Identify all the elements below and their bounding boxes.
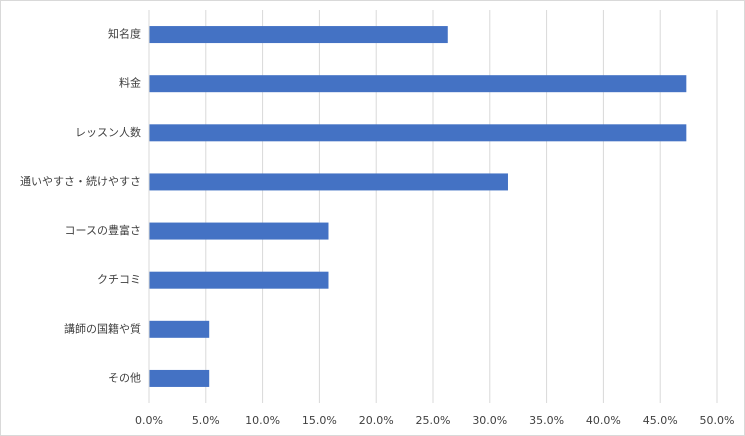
y-tick-label: その他 [108,371,141,384]
x-tick-label: 25.0% [416,414,451,427]
y-tick-label: 講師の国籍や質 [64,321,141,335]
bar [149,222,329,240]
bar [149,369,210,387]
x-tick-label: 10.0% [245,414,280,427]
y-tick-label: レッスン人数 [75,126,141,139]
y-tick-label: 知名度 [108,27,141,41]
x-tick-label: 40.0% [586,414,621,427]
y-tick-label: コースの豊富さ [65,223,141,237]
bar [149,173,508,191]
x-tick-label: 50.0% [700,414,735,427]
bar [149,271,329,289]
x-tick-label: 35.0% [529,414,564,427]
bar [149,75,687,93]
y-tick-label: 通いやすさ・続けやすさ [20,174,141,188]
x-tick-label: 45.0% [643,414,678,427]
bar [149,26,448,44]
y-tick-label: 料金 [119,76,141,90]
bar [149,320,210,338]
x-tick-label: 5.0% [192,414,220,427]
x-tick-label: 30.0% [472,414,507,427]
x-tick-label: 0.0% [135,414,163,427]
x-tick-label: 20.0% [359,414,394,427]
bar [149,124,687,142]
x-tick-label: 15.0% [302,414,337,427]
y-tick-label: クチコミ [97,273,141,286]
